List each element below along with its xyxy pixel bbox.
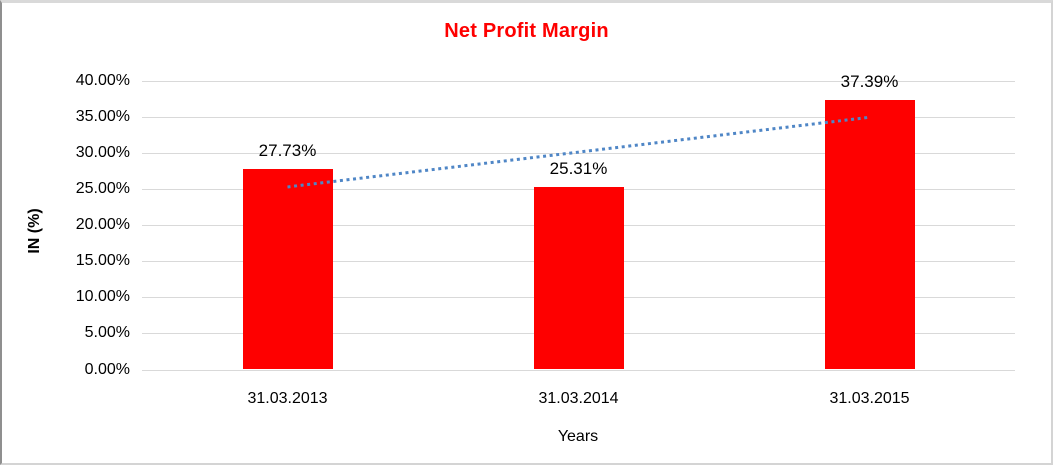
bar-value-label: 25.31% [549, 158, 608, 178]
y-tick-label: 20.00% [75, 216, 130, 234]
y-tick-label: 15.00% [75, 252, 130, 270]
bar-31.03.2014 [533, 186, 624, 370]
chart-title: Net Profit Margin [444, 20, 609, 42]
bar-31.03.2015 [824, 99, 915, 370]
x-axis-title: Years [557, 428, 599, 445]
bar-value-label: 37.39% [840, 71, 899, 91]
y-tick-label: 40.00% [75, 72, 130, 89]
y-tick-label: 5.00% [84, 324, 130, 342]
x-tick-label: 31.03.2013 [247, 390, 328, 407]
y-tick-label: 25.00% [75, 180, 130, 198]
gridline [142, 369, 1015, 371]
bar-value-label: 27.73% [258, 141, 317, 161]
y-tick-label: 10.00% [75, 288, 130, 306]
bar-31.03.2013 [242, 169, 333, 370]
y-tick-label: 0.00% [84, 360, 130, 378]
x-tick-label: 31.03.2014 [538, 390, 619, 407]
x-tick-label: 31.03.2015 [829, 390, 910, 407]
y-tick-label: 30.00% [75, 144, 130, 162]
gridline [142, 81, 1015, 82]
y-tick-label: 35.00% [75, 108, 130, 126]
